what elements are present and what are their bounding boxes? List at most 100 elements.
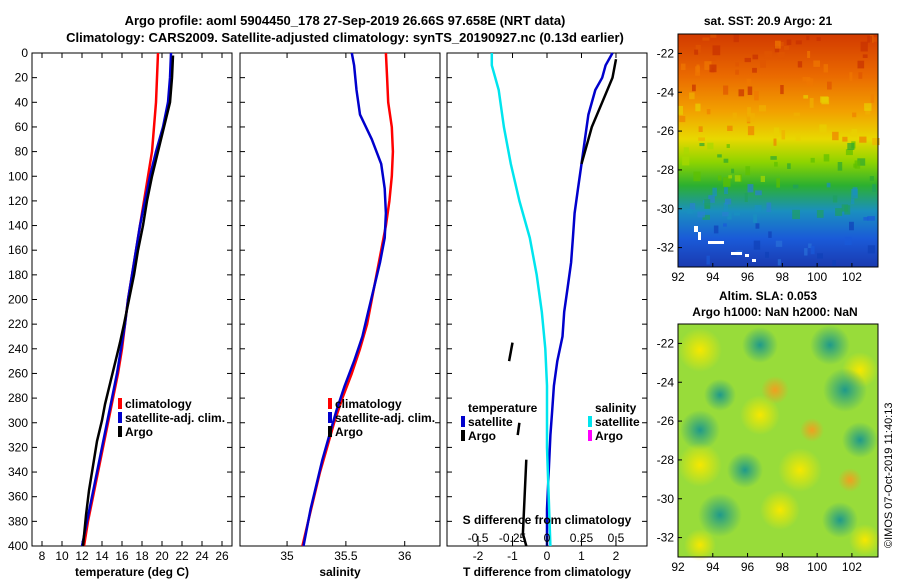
sst-texture-cell — [854, 160, 861, 169]
sst-texture-cell — [694, 49, 699, 55]
sst-texture-cell — [732, 112, 737, 121]
sst-texture-cell — [781, 130, 786, 140]
map-x-tick-label: 96 — [741, 560, 755, 574]
sst-texture-cell — [735, 69, 739, 75]
series-line-t-argo-deep-2 — [516, 422, 521, 436]
sst-texture-cell — [753, 240, 761, 250]
sst-texture-cell — [823, 154, 830, 162]
sst-texture-cell — [810, 157, 815, 163]
x-tick-label: 8 — [39, 549, 46, 563]
x-tick-label: -2 — [473, 549, 484, 563]
secondary-axis-label: S difference from climatology — [463, 513, 632, 527]
map-x-tick-label: 92 — [671, 270, 685, 284]
sst-texture-cell — [723, 223, 727, 227]
sst-texture-cell — [807, 51, 811, 58]
sst-texture-cell — [776, 178, 780, 188]
salinity-panel: 35 35.5 36 salinity climatologysatellite-adj… — [239, 52, 441, 579]
sst-texture-cell — [725, 198, 732, 205]
map-y-tick-label: -26 — [657, 124, 675, 138]
depth-tick-label: 100 — [8, 169, 28, 183]
secondary-tick-label: 0.25 — [570, 531, 594, 545]
sst-texture-cell — [867, 35, 873, 43]
sst-texture-cell — [872, 184, 876, 192]
sst-texture-cell — [820, 96, 828, 103]
legend-swatch — [118, 426, 122, 437]
sst-texture-cell — [852, 112, 857, 118]
sst-texture-cell — [723, 202, 729, 213]
sst-texture-cell — [738, 89, 745, 97]
sst-texture-cell — [706, 255, 710, 265]
legend-label: climatology — [335, 397, 402, 411]
sst-texture-cell — [806, 35, 810, 41]
map-y-tick-label: -32 — [657, 241, 675, 255]
sst-texture-cell — [851, 128, 858, 137]
sst-texture-cell — [709, 55, 716, 61]
sst-texture-cell — [787, 163, 791, 169]
secondary-tick-label: 0 — [544, 531, 551, 545]
map-y-tick-label: -24 — [657, 375, 675, 389]
sst-texture-cell — [687, 208, 693, 214]
x-tick-label: 1 — [578, 549, 585, 563]
sst-texture-cell — [809, 98, 814, 108]
map-y-tick-label: -24 — [657, 85, 675, 99]
legend-swatch — [328, 412, 332, 423]
sst-texture-cell — [747, 86, 753, 95]
sst-texture-cell — [792, 184, 799, 189]
plot-frame — [239, 52, 441, 547]
sst-texture-cell — [832, 195, 838, 203]
sst-texture-cell — [827, 81, 832, 90]
sla-texture-blob — [778, 448, 822, 492]
sst-texture-cell — [755, 223, 760, 229]
depth-tick-label: 60 — [15, 120, 29, 134]
sst-texture-cell — [747, 126, 755, 136]
sst-texture-cell — [795, 134, 801, 141]
depth-tick-label: 320 — [8, 440, 28, 454]
sla-texture-blob — [680, 410, 720, 450]
sst-texture-cell — [712, 45, 721, 56]
sst-texture-cell — [793, 112, 800, 117]
map-x-tick-label: 96 — [741, 270, 755, 284]
sst-texture-cell — [696, 64, 700, 73]
sst-texture-cell — [849, 72, 853, 81]
sst-texture-cell — [826, 182, 831, 188]
sst-texture-cell — [702, 37, 710, 41]
sst-texture-cell — [717, 154, 722, 158]
map-y-tick-label: -22 — [657, 46, 675, 60]
depth-axis-labels: 0 20 40 60 80 100 120 140 160 180 200 220 240 260 280 3… — [8, 46, 28, 553]
depth-tick-label: 140 — [8, 219, 28, 233]
sla-texture-blob — [678, 328, 722, 372]
sst-texture-cell — [859, 136, 867, 143]
sst-texture-cell — [765, 251, 769, 258]
series-line-satellite-adj-clim- — [302, 52, 388, 547]
legend-swatch — [328, 398, 332, 409]
depth-tick-label: 340 — [8, 465, 28, 479]
map-y-tick-label: -28 — [657, 163, 675, 177]
sst-texture-cell — [851, 189, 858, 199]
sst-texture-cell — [707, 142, 714, 150]
legend-label: Argo — [595, 429, 623, 443]
sst-texture-cell — [806, 78, 814, 87]
legend-swatch — [118, 412, 122, 423]
sst-texture-cell — [689, 203, 696, 210]
sst-texture-cell — [775, 40, 781, 49]
sst-map-axes: 92 94 96 98 100 102 -22 -24 -26 -28 -30 -32 — [657, 46, 863, 284]
sla-texture-blob — [684, 529, 716, 561]
sst-texture-cell — [744, 192, 748, 202]
sst-texture-cell — [816, 37, 821, 41]
sst-texture-cell — [754, 205, 762, 212]
sst-texture-cell — [733, 34, 739, 43]
x-tick-label: 10 — [55, 549, 69, 563]
secondary-tick-label: -0.25 — [499, 531, 527, 545]
sla-texture-blob — [740, 395, 780, 435]
sla-texture-blob — [742, 327, 778, 363]
title-line-2: Climatology: CARS2009. Satellite-adjuste… — [66, 30, 624, 45]
sst-texture-cell — [867, 245, 876, 254]
map-x-tick-label: 100 — [807, 270, 827, 284]
sst-texture-cell — [745, 166, 751, 176]
x-tick-label: 12 — [75, 549, 89, 563]
sst-texture-cell — [728, 175, 732, 179]
sst-texture-cell — [682, 156, 690, 166]
sst-texture-cell — [777, 259, 781, 266]
sst-texture-cell — [752, 54, 759, 60]
depth-tick-label: 180 — [8, 268, 28, 282]
